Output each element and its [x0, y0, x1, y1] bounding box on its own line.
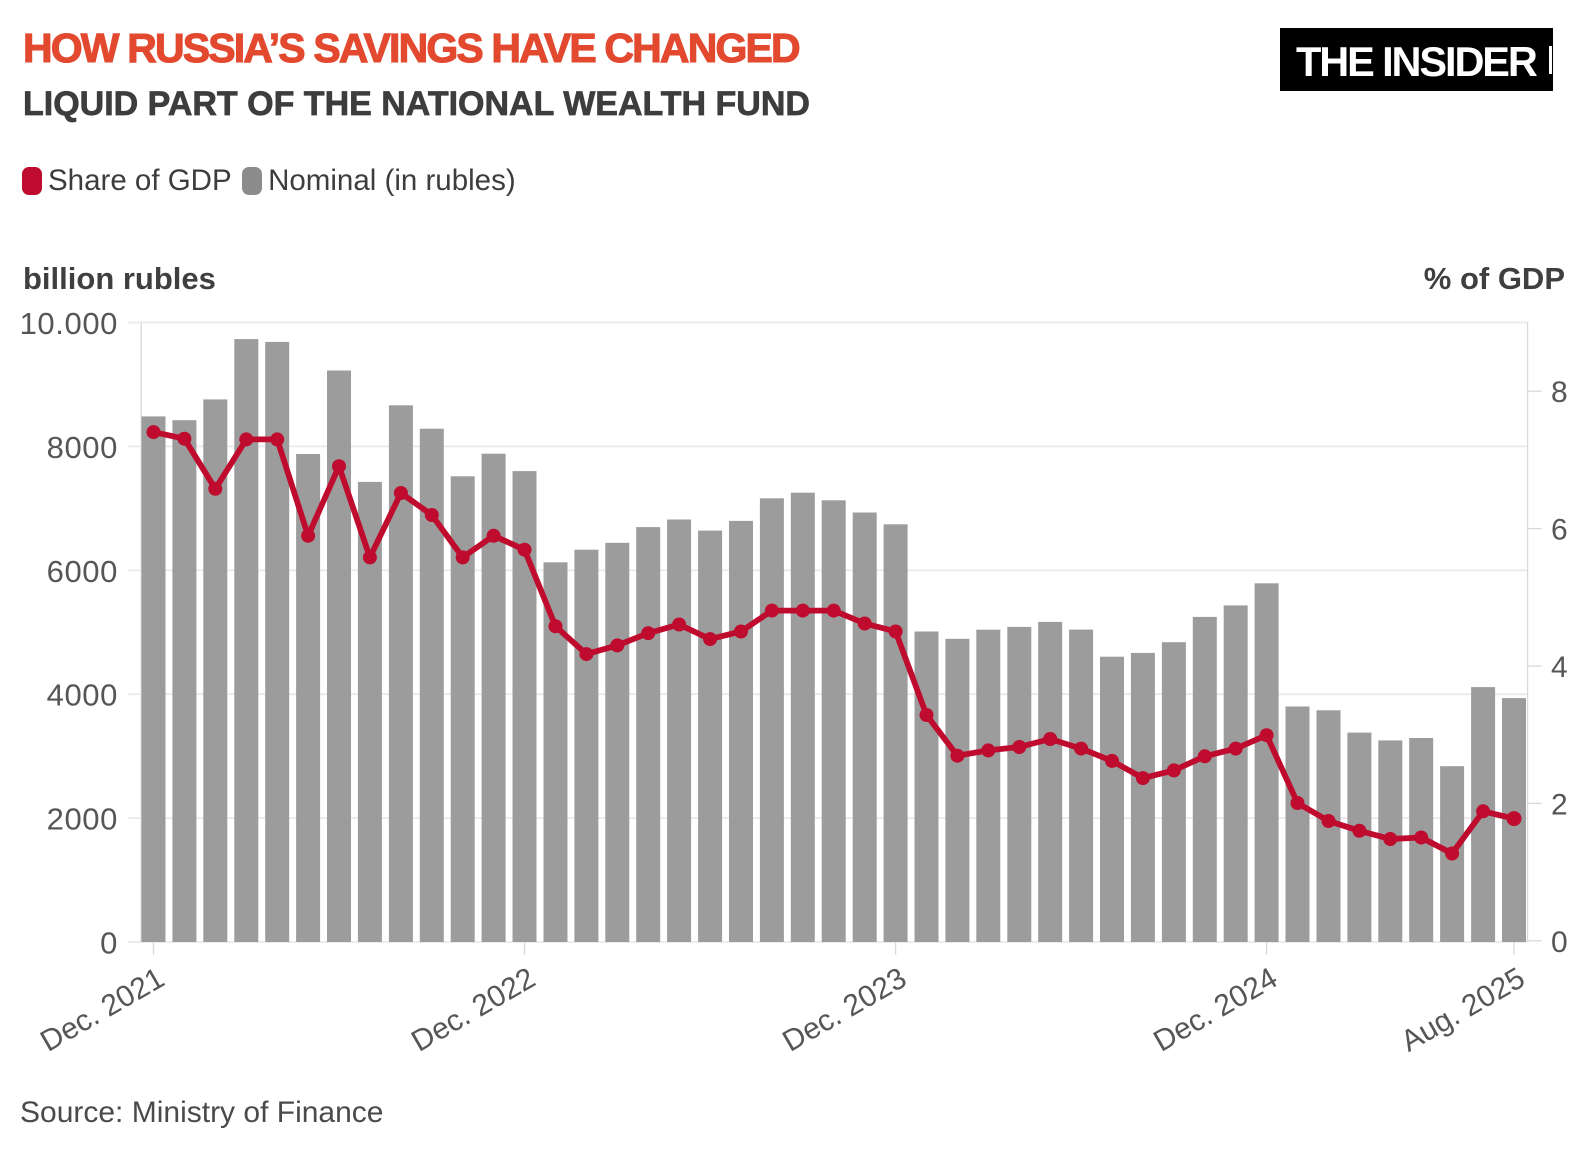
svg-text:0: 0 — [1551, 926, 1568, 959]
svg-text:Dec. 2021: Dec. 2021 — [35, 961, 170, 1058]
svg-text:6: 6 — [1551, 514, 1568, 547]
svg-text:4000: 4000 — [47, 678, 118, 713]
svg-text:Dec. 2023: Dec. 2023 — [777, 961, 912, 1058]
svg-text:8000: 8000 — [47, 430, 118, 465]
svg-text:2: 2 — [1551, 788, 1568, 821]
svg-text:4: 4 — [1551, 651, 1568, 684]
svg-text:Aug. 2025: Aug. 2025 — [1396, 961, 1531, 1058]
svg-text:Dec. 2022: Dec. 2022 — [406, 961, 541, 1058]
svg-text:2000: 2000 — [47, 802, 118, 837]
svg-text:10.000: 10.000 — [20, 306, 118, 341]
svg-text:Dec. 2024: Dec. 2024 — [1148, 961, 1283, 1058]
svg-text:6000: 6000 — [47, 554, 118, 589]
svg-text:0: 0 — [100, 926, 118, 961]
svg-text:8: 8 — [1551, 376, 1568, 409]
